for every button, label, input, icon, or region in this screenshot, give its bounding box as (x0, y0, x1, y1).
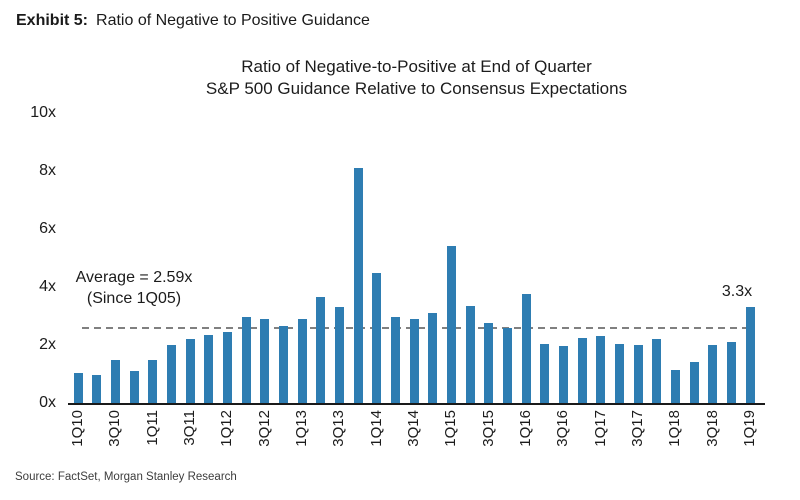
bar-1Q19 (745, 307, 755, 403)
y-tick-label-8x: 8x (39, 162, 56, 179)
x-tick-label-1Q13: 1Q13 (293, 410, 310, 447)
bar-3Q16 (558, 346, 568, 403)
plot-area (68, 113, 765, 405)
bar-4Q13 (353, 168, 363, 403)
x-tick-label-1Q11: 1Q11 (143, 410, 161, 446)
bar-2Q11 (166, 345, 176, 403)
x-tick-label-3Q15: 3Q15 (479, 410, 497, 447)
x-tick-label-3Q17: 3Q17 (629, 410, 646, 447)
bar-4Q12 (278, 326, 288, 403)
bar-3Q14 (409, 318, 419, 403)
bar-2Q17 (614, 343, 624, 403)
bar-3Q12 (260, 318, 270, 403)
exhibit-label: Exhibit 5: (16, 12, 89, 29)
average-annotation-line1: Average = 2.59x (75, 269, 193, 286)
x-tick-label-1Q15: 1Q15 (442, 410, 460, 447)
bar-3Q11 (185, 339, 195, 403)
x-tick-label-3Q16: 3Q16 (554, 410, 572, 447)
bar-3Q18 (708, 345, 718, 403)
y-tick-label-2x: 2x (39, 336, 56, 353)
bar-4Q16 (577, 337, 587, 403)
x-tick-label-1Q12: 1Q12 (218, 410, 236, 447)
y-tick-label-4x: 4x (39, 278, 56, 295)
y-tick-label-6x: 6x (39, 220, 56, 237)
bar-2Q14 (390, 317, 400, 403)
chart-title: Ratio of Negative-to-Positive at End of … (68, 56, 765, 100)
y-tick-label-10x: 10x (30, 104, 56, 121)
bar-2Q16 (540, 343, 550, 403)
chart-title-line1: Ratio of Negative-to-Positive at End of … (241, 57, 592, 76)
last-bar-value-label: 3.3x (721, 283, 753, 300)
y-tick-label-0x: 0x (39, 394, 56, 411)
exhibit-header: Exhibit 5: Ratio of Negative to Positive … (16, 12, 370, 30)
x-tick-label-3Q18: 3Q18 (703, 410, 721, 447)
bar-4Q18 (726, 342, 736, 403)
bar-3Q15 (484, 323, 494, 403)
bar-4Q11 (204, 334, 214, 403)
average-annotation: Average = 2.59x (Since 1Q05) (55, 267, 213, 309)
x-tick-label-1Q10: 1Q10 (69, 410, 86, 447)
x-tick-label-1Q14: 1Q14 (367, 410, 385, 447)
x-tick-label-1Q17: 1Q17 (591, 410, 609, 447)
bar-1Q18 (670, 369, 680, 403)
average-dashed-line (82, 326, 755, 329)
x-tick-label-1Q18: 1Q18 (666, 410, 684, 447)
bar-4Q15 (502, 327, 512, 403)
bar-3Q13 (334, 307, 344, 403)
x-tick-label-3Q11: 3Q11 (181, 410, 198, 446)
bar-2Q10 (92, 375, 102, 403)
bar-1Q12 (222, 331, 232, 403)
average-annotation-line2: (Since 1Q05) (86, 290, 182, 307)
bar-1Q10 (73, 372, 83, 403)
bar-2Q12 (241, 317, 251, 403)
x-tick-label-1Q19: 1Q19 (741, 410, 758, 447)
bar-1Q11 (148, 359, 158, 403)
x-tick-label-3Q14: 3Q14 (405, 410, 422, 447)
bar-1Q13 (297, 318, 307, 403)
bar-1Q15 (446, 246, 456, 403)
bar-4Q10 (129, 371, 139, 403)
bar-3Q10 (110, 359, 120, 403)
bar-2Q15 (465, 305, 475, 403)
source-note: Source: FactSet, Morgan Stanley Research (15, 471, 237, 483)
bar-3Q17 (633, 345, 643, 403)
bar-1Q16 (521, 294, 531, 403)
x-tick-label-3Q10: 3Q10 (106, 410, 124, 447)
chart-title-line2: S&P 500 Guidance Relative to Consensus E… (205, 79, 628, 98)
bar-1Q17 (596, 336, 606, 403)
x-tick-label-1Q16: 1Q16 (517, 410, 534, 447)
bar-2Q18 (689, 362, 699, 403)
bar-2Q13 (316, 297, 326, 403)
x-tick-label-3Q13: 3Q13 (330, 410, 348, 447)
x-tick-label-3Q12: 3Q12 (255, 410, 273, 447)
exhibit-title: Ratio of Negative to Positive Guidance (96, 12, 370, 29)
bar-4Q14 (428, 313, 438, 403)
bar-4Q17 (652, 339, 662, 403)
bar-1Q14 (372, 272, 382, 403)
